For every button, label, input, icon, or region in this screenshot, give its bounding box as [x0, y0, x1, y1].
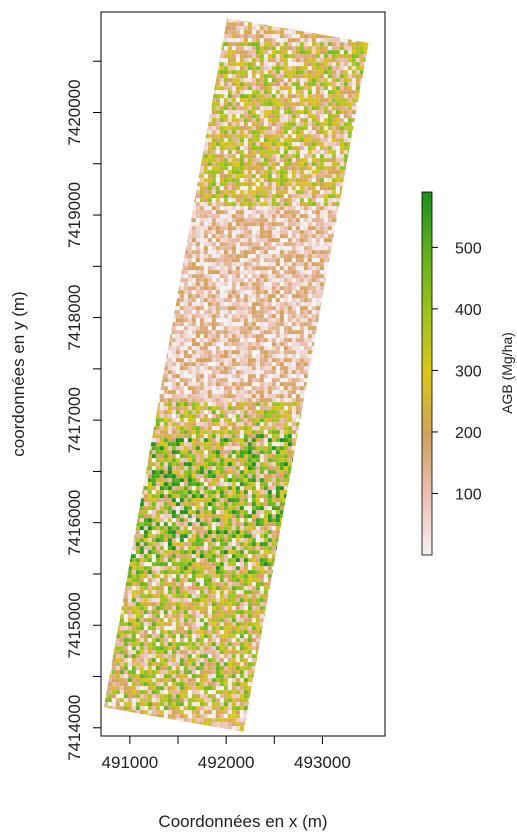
- legend-tick-label: 500: [455, 240, 482, 257]
- y-axis: 7414000 7415000 7416000 7417000 7418000 74190…: [65, 60, 101, 761]
- x-axis-title: Coordonnées en x (m): [158, 812, 327, 831]
- y-tick-label: 7418000: [65, 285, 84, 351]
- legend-color-bar: [421, 191, 433, 556]
- legend-tick-label: 200: [455, 425, 482, 442]
- agb-raster-strip: [103, 18, 369, 732]
- y-tick-label: 7414000: [65, 695, 84, 761]
- x-tick-label: 493000: [294, 753, 351, 772]
- y-tick-label: 7417000: [65, 387, 84, 453]
- y-tick-label: 7416000: [65, 490, 84, 556]
- y-axis-title: coordonnées en y (m): [9, 291, 28, 456]
- y-tick-label: 7419000: [65, 182, 84, 248]
- x-tick-label: 492000: [198, 753, 255, 772]
- x-tick-label: 491000: [102, 753, 159, 772]
- plot-frame: [100, 11, 386, 737]
- legend-tick-label: 400: [455, 302, 482, 319]
- legend-tick-label: 300: [455, 363, 482, 380]
- legend-tick-label: 100: [455, 486, 482, 503]
- x-axis: 491000 492000 493000: [102, 736, 351, 772]
- color-legend: 100 200 300 400 500 AGB (Mg/ha): [421, 191, 515, 556]
- y-tick-label: 7420000: [65, 79, 84, 145]
- y-tick-label: 7415000: [65, 592, 84, 658]
- legend-ticks: 100 200 300 400 500: [432, 240, 482, 503]
- legend-title: AGB (Mg/ha): [499, 332, 515, 414]
